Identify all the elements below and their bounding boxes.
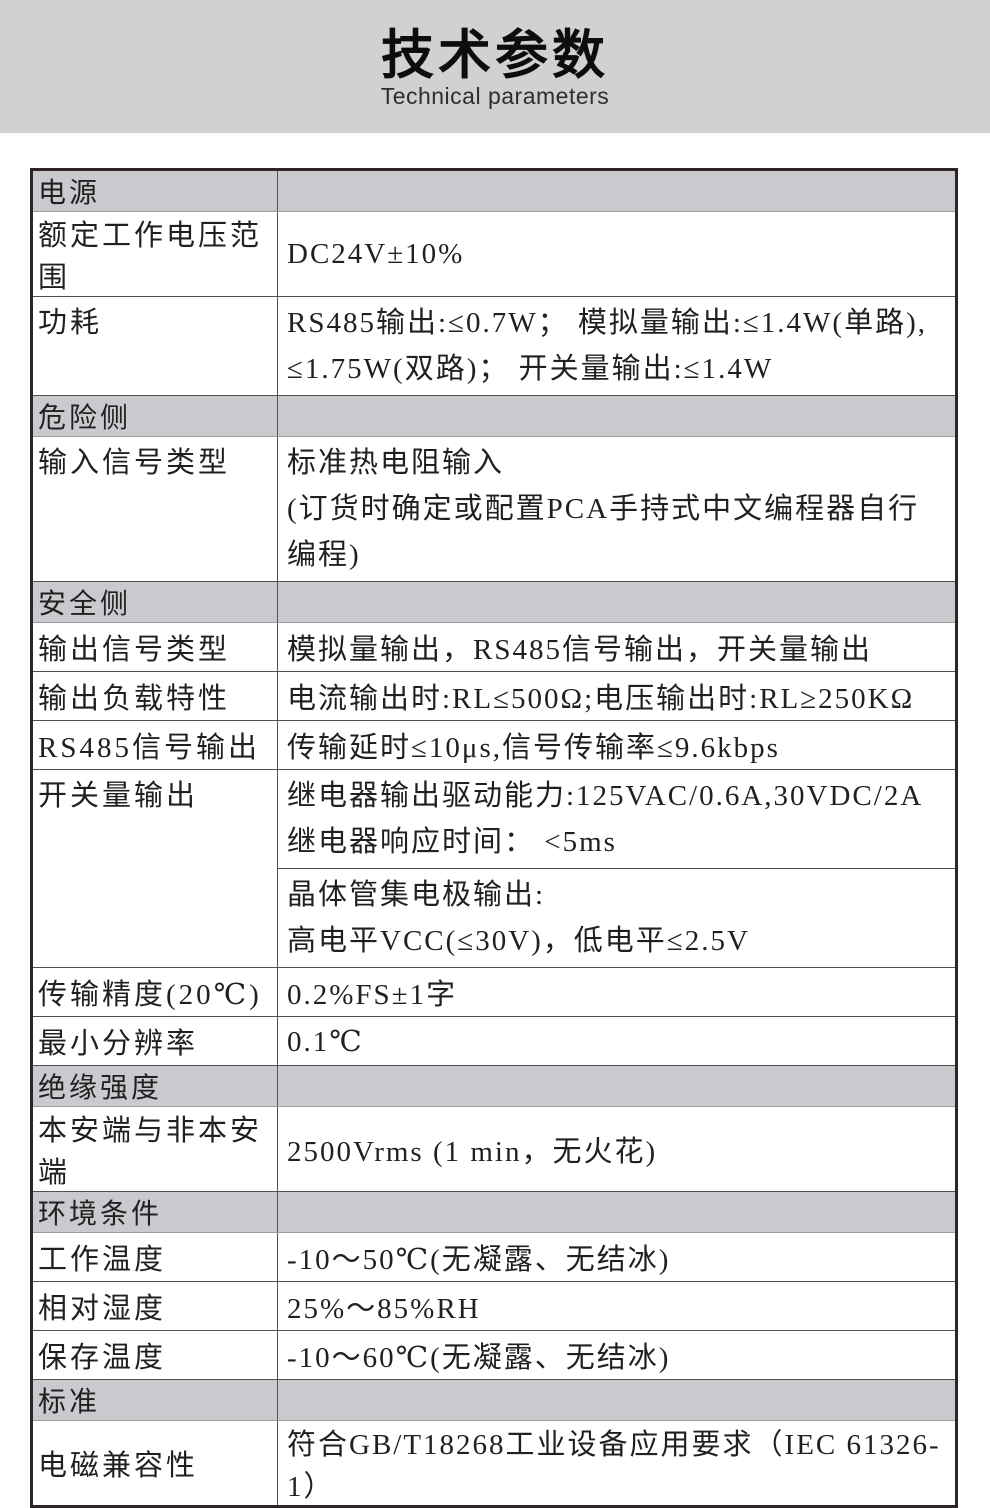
spec-row: 相对湿度 25%～85%RH <box>31 1281 957 1331</box>
spec-label: 最小分辨率 <box>31 1016 278 1066</box>
section-spacer <box>277 581 957 623</box>
spec-label: 功耗 <box>31 296 278 396</box>
spec-row: 电磁兼容性 符合GB/T18268工业设备应用要求（IEC 61326-1） <box>31 1420 957 1507</box>
section-row: 标准 <box>31 1379 957 1421</box>
section-spacer <box>277 1191 957 1233</box>
spec-table: 电源 额定工作电压范围 DC24V±10% 功耗 RS485输出:≤0.7W； … <box>30 168 958 1508</box>
section-row: 绝缘强度 <box>31 1065 957 1107</box>
spec-value: 0.2%FS±1字 <box>277 967 957 1017</box>
section-label: 危险侧 <box>31 395 278 437</box>
title-band: 技术参数 Technical parameters <box>0 0 990 133</box>
spec-row: RS485信号输出 传输延时≤10μs,信号传输率≤9.6kbps <box>31 720 957 770</box>
section-spacer <box>277 1065 957 1107</box>
section-row: 危险侧 <box>31 395 957 437</box>
spec-label: 输出负载特性 <box>31 671 278 721</box>
section-label: 标准 <box>31 1379 278 1421</box>
section-row: 安全侧 <box>31 581 957 623</box>
spec-value: 模拟量输出，RS485信号输出，开关量输出 <box>277 622 957 672</box>
page-title: 技术参数 <box>381 26 609 85</box>
spec-label: 工作温度 <box>31 1232 278 1282</box>
spec-label: 传输精度(20℃) <box>31 967 278 1017</box>
spec-value: 符合GB/T18268工业设备应用要求（IEC 61326-1） <box>277 1420 957 1507</box>
spec-row: 保存温度 -10～60℃(无凝露、无结冰) <box>31 1330 957 1380</box>
section-row: 电源 <box>31 169 957 212</box>
spec-value: DC24V±10% <box>277 211 957 297</box>
spec-label: 输出信号类型 <box>31 622 278 672</box>
spec-row: 输出信号类型 模拟量输出，RS485信号输出，开关量输出 <box>31 622 957 672</box>
page-subtitle: Technical parameters <box>380 83 610 110</box>
spec-label: 相对湿度 <box>31 1281 278 1331</box>
spec-value: 2500Vrms (1 min，无火花) <box>277 1106 957 1192</box>
section-spacer <box>277 395 957 437</box>
section-spacer <box>277 169 957 212</box>
spec-value: RS485输出:≤0.7W； 模拟量输出:≤1.4W(单路), ≤1.75W(双… <box>277 296 957 396</box>
spec-label: 本安端与非本安端 <box>31 1106 278 1192</box>
section-row: 环境条件 <box>31 1191 957 1233</box>
section-spacer <box>277 1379 957 1421</box>
spec-label: 电磁兼容性 <box>31 1420 278 1507</box>
spec-label: RS485信号输出 <box>31 720 278 770</box>
spec-label: 开关量输出 <box>31 769 278 968</box>
spec-row: 功耗 RS485输出:≤0.7W； 模拟量输出:≤1.4W(单路), ≤1.75… <box>31 296 957 396</box>
section-label: 绝缘强度 <box>31 1065 278 1107</box>
spec-row: 输出负载特性 电流输出时:RL≤500Ω;电压输出时:RL≥250KΩ <box>31 671 957 721</box>
spec-value: 继电器输出驱动能力:125VAC/0.6A,30VDC/2A 继电器响应时间： … <box>277 769 957 869</box>
spec-value: 0.1℃ <box>277 1016 957 1066</box>
spec-row: 额定工作电压范围 DC24V±10% <box>31 211 957 297</box>
spec-value: 25%～85%RH <box>277 1281 957 1331</box>
spec-row: 输入信号类型 标准热电阻输入 (订货时确定或配置PCA手持式中文编程器自行编程) <box>31 436 957 582</box>
spec-value: 晶体管集电极输出: 高电平VCC(≤30V)，低电平≤2.5V <box>277 868 957 968</box>
spec-label: 保存温度 <box>31 1330 278 1380</box>
spec-row: 开关量输出 继电器输出驱动能力:125VAC/0.6A,30VDC/2A 继电器… <box>31 769 957 968</box>
spec-value: 电流输出时:RL≤500Ω;电压输出时:RL≥250KΩ <box>277 671 957 721</box>
spec-row: 本安端与非本安端 2500Vrms (1 min，无火花) <box>31 1106 957 1192</box>
spec-label: 输入信号类型 <box>31 436 278 582</box>
spec-row: 工作温度 -10～50℃(无凝露、无结冰) <box>31 1232 957 1282</box>
section-label: 电源 <box>31 169 278 212</box>
spec-label: 额定工作电压范围 <box>31 211 278 297</box>
spec-value: 标准热电阻输入 (订货时确定或配置PCA手持式中文编程器自行编程) <box>277 436 957 582</box>
spec-row: 最小分辨率 0.1℃ <box>31 1016 957 1066</box>
spec-value: -10～50℃(无凝露、无结冰) <box>277 1232 957 1282</box>
section-label: 安全侧 <box>31 581 278 623</box>
spec-row: 传输精度(20℃) 0.2%FS±1字 <box>31 967 957 1017</box>
spec-value: -10～60℃(无凝露、无结冰) <box>277 1330 957 1380</box>
section-label: 环境条件 <box>31 1191 278 1233</box>
spec-row: 晶体管集电极输出: 高电平VCC(≤30V)，低电平≤2.5V <box>32 868 957 968</box>
spec-value: 传输延时≤10μs,信号传输率≤9.6kbps <box>277 720 957 770</box>
